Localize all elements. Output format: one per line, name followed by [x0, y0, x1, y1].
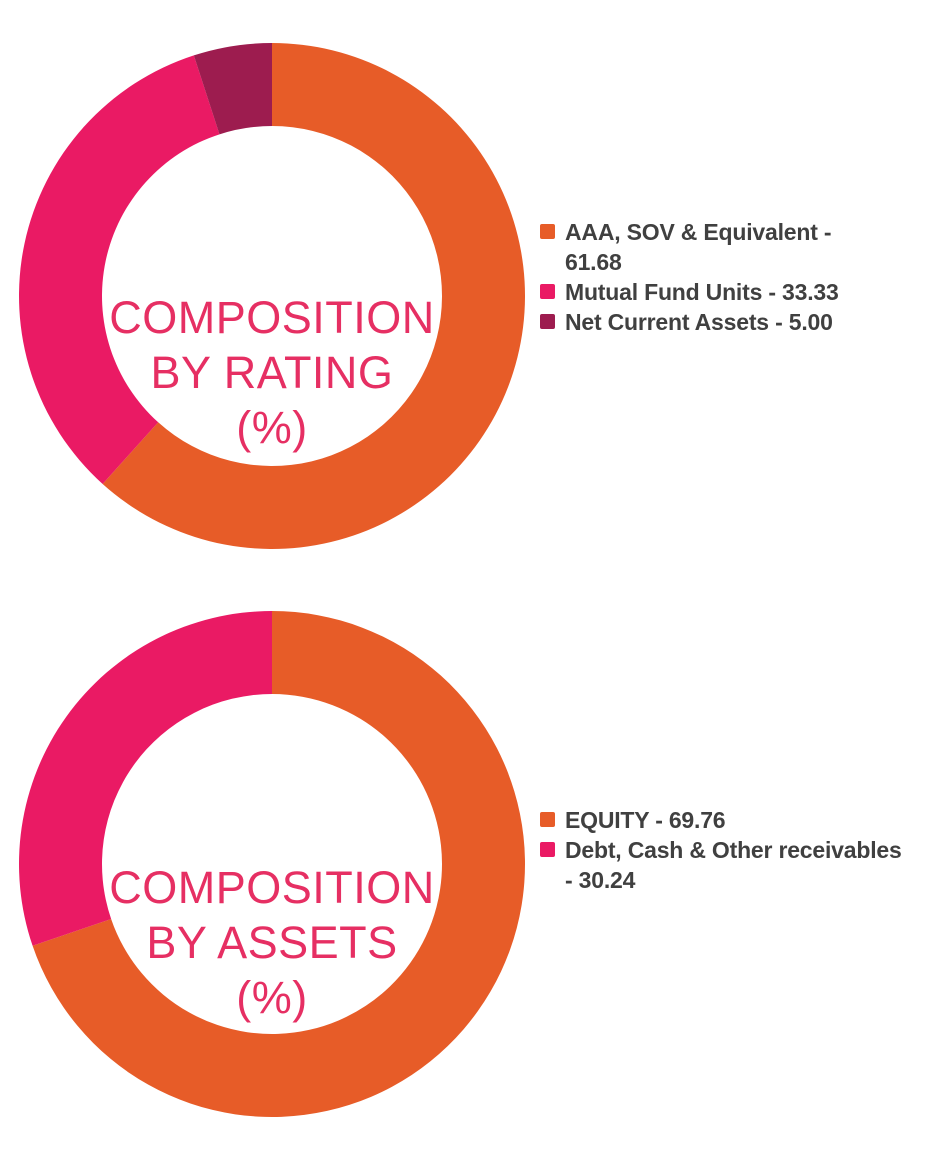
- donut-chart-assets: [19, 611, 526, 1117]
- title-line: (%): [236, 402, 308, 453]
- legend-swatch-icon: [540, 314, 555, 329]
- legend-item-debt-cash-other-receivables[interactable]: Debt, Cash & Other receivables - 30.24: [540, 835, 938, 895]
- title-line: BY ASSETS: [146, 917, 398, 968]
- donut-center-title-assets: COMPOSITION BY ASSETS (%): [12, 860, 532, 1025]
- slice-debt-cash-other-receivables[interactable]: [19, 611, 272, 946]
- legend-item-aaa-sov-equivalent[interactable]: AAA, SOV & Equivalent - 61.68: [540, 217, 938, 277]
- legend-label: AAA, SOV & Equivalent - 61.68: [565, 219, 832, 275]
- slice-mutual-fund-units[interactable]: [19, 55, 220, 484]
- legend-swatch-icon: [540, 842, 555, 857]
- legend-item-net-current-assets[interactable]: Net Current Assets - 5.00: [540, 307, 938, 337]
- title-line: (%): [236, 972, 308, 1023]
- legend-swatch-icon: [540, 812, 555, 827]
- legend-label: EQUITY - 69.76: [565, 807, 726, 833]
- legend-composition-by-assets: EQUITY - 69.76 Debt, Cash & Other receiva…: [540, 805, 938, 895]
- donut-center-title-rating: COMPOSITION BY RATING (%): [12, 290, 532, 455]
- legend-composition-by-rating: AAA, SOV & Equivalent - 61.68 Mutual Fund…: [540, 217, 938, 337]
- legend-label: Debt, Cash & Other receivables - 30.24: [565, 837, 902, 893]
- legend-swatch-icon: [540, 284, 555, 299]
- legend-item-equity[interactable]: EQUITY - 69.76: [540, 805, 938, 835]
- slice-aaa-sov-equivalent[interactable]: [102, 43, 526, 549]
- legend-item-mutual-fund-units[interactable]: Mutual Fund Units - 33.33: [540, 277, 938, 307]
- slice-net-current-assets[interactable]: [193, 43, 272, 135]
- slice-equity[interactable]: [32, 611, 526, 1117]
- legend-label: Net Current Assets - 5.00: [565, 309, 833, 335]
- donut-chart-rating: [19, 43, 526, 549]
- title-line: BY RATING: [150, 347, 394, 398]
- legend-label: Mutual Fund Units - 33.33: [565, 279, 839, 305]
- legend-swatch-icon: [540, 224, 555, 239]
- title-line: COMPOSITION: [109, 862, 435, 913]
- title-line: COMPOSITION: [109, 292, 435, 343]
